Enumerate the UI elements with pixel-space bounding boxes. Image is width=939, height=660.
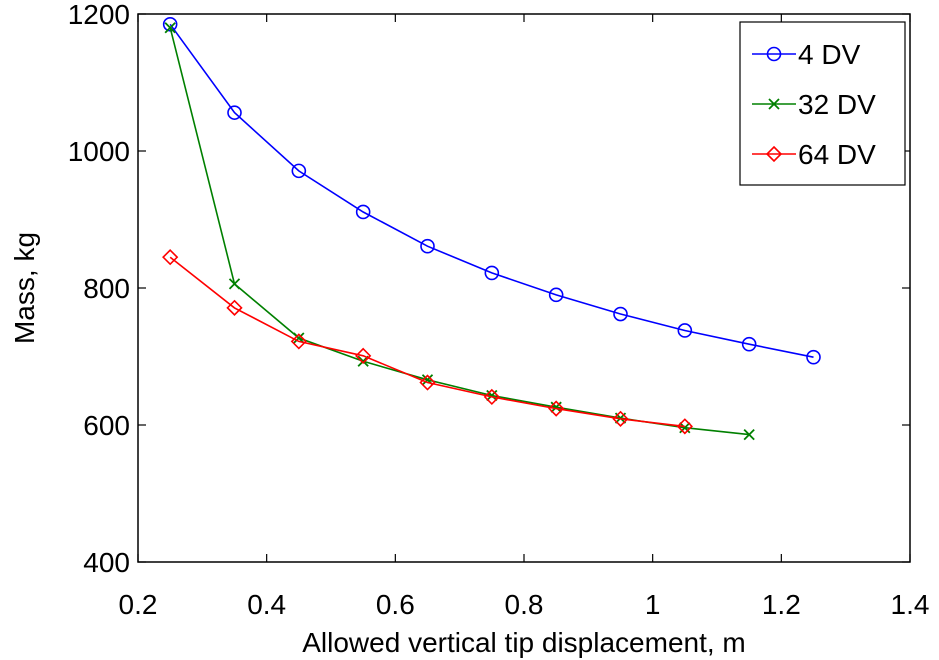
y-tick-label: 1200 (68, 0, 130, 30)
legend: 4 DV 32 DV 64 DV (739, 21, 906, 186)
data-point-4-dv (355, 204, 371, 220)
data-point-32-dv (743, 428, 755, 441)
data-point-32-dv (164, 22, 176, 34)
x-tick-label: 0.8 (505, 589, 544, 620)
y-tick-label: 1000 (68, 136, 130, 167)
series-line-64-dv (169, 256, 685, 428)
data-point-64-dv (676, 418, 693, 435)
plot-area-frame (137, 13, 911, 563)
data-point-4-dv (227, 105, 242, 120)
x-tick-label: 0.4 (247, 589, 286, 620)
series-64-dv (162, 249, 693, 435)
legend-marker-32-dv (768, 98, 780, 110)
data-point-64-dv (419, 374, 436, 391)
x-tick-label: 1.2 (762, 589, 801, 620)
data-point-4-dv (613, 306, 628, 322)
x-tick-label: 1.4 (891, 589, 930, 620)
marker-stroke (293, 332, 305, 344)
legend-label-4-dv: 4 DV (798, 39, 861, 70)
marker-stroke (768, 98, 780, 110)
y-tick-label: 800 (83, 273, 130, 304)
data-point-4-dv (548, 287, 564, 303)
x-tick-label: 0.2 (119, 589, 158, 620)
data-point-4-dv (484, 265, 500, 281)
y-tick-label: 400 (83, 547, 130, 578)
series-layer (162, 16, 821, 441)
series-line-4-dv (169, 23, 814, 358)
legend-marker-4-dv (766, 46, 782, 62)
data-point-64-dv (612, 410, 629, 427)
data-point-4-dv (741, 336, 757, 352)
x-axis-label: Allowed vertical tip displacement, m (302, 627, 746, 658)
data-point-64-dv (548, 400, 565, 417)
data-point-4-dv (806, 349, 821, 365)
legend-label-64-dv: 64 DV (798, 139, 876, 170)
data-point-32-dv (228, 278, 241, 290)
series-4-dv (162, 16, 821, 365)
x-tick-label: 0.6 (376, 589, 415, 620)
marker-stroke (228, 278, 241, 290)
y-tick-label: 600 (83, 410, 130, 441)
data-point-64-dv (483, 388, 500, 406)
y-axis-label: Mass, kg (9, 232, 40, 344)
x-tick-label: 1 (645, 589, 661, 620)
data-point-64-dv (290, 333, 307, 350)
data-point-4-dv (291, 163, 307, 179)
data-point-64-dv (226, 299, 243, 316)
legend-marker-64-dv (765, 145, 783, 163)
data-point-64-dv (162, 249, 179, 266)
data-point-4-dv (420, 238, 435, 254)
data-point-64-dv (355, 347, 372, 364)
marker-stroke (421, 374, 434, 386)
legend-label-32-dv: 32 DV (798, 89, 876, 120)
marker-stroke (743, 428, 755, 441)
axes: 0.2 0.4 0.6 0.8 1 1.2 1.4 400 600 800 1000 1200 (68, 0, 930, 620)
data-point-4-dv (677, 323, 693, 338)
marker-stroke (164, 22, 176, 34)
